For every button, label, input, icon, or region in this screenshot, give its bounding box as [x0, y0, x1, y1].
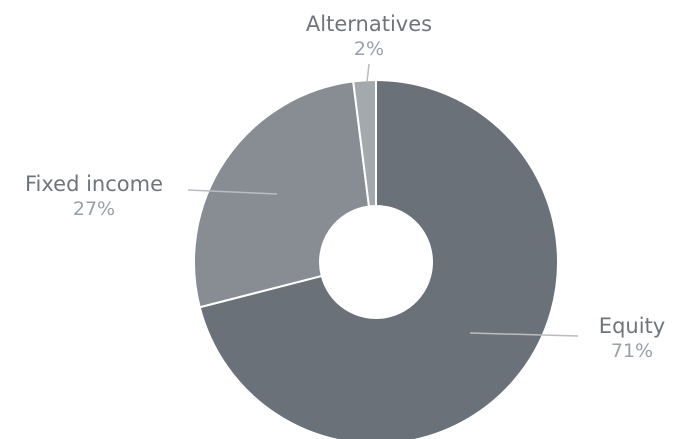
leader-line-fixed-income [187, 189, 278, 195]
slice-percent-fixed-income: 27% [73, 198, 115, 220]
slice-percent-alternatives: 2% [354, 38, 384, 60]
slice-percent-equity: 71% [611, 340, 653, 362]
slice-equity [198, 78, 559, 439]
leader-line-alternatives [366, 63, 370, 83]
leader-lines-layer [187, 63, 579, 337]
slice-alternatives [352, 78, 377, 208]
slice-label-fixed-income: Fixed income [25, 172, 163, 196]
leader-line-equity [469, 332, 579, 337]
slices-layer [193, 78, 559, 439]
slice-label-alternatives: Alternatives [306, 12, 432, 36]
slice-label-equity: Equity [599, 314, 665, 338]
slice-fixed-income [193, 80, 371, 309]
